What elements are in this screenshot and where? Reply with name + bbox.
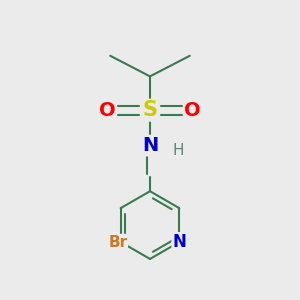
Text: N: N (142, 136, 158, 155)
Text: O: O (99, 101, 116, 120)
Text: N: N (172, 233, 186, 251)
Text: Br: Br (108, 235, 127, 250)
Text: S: S (142, 100, 158, 120)
Text: H: H (172, 143, 184, 158)
Text: O: O (184, 101, 201, 120)
